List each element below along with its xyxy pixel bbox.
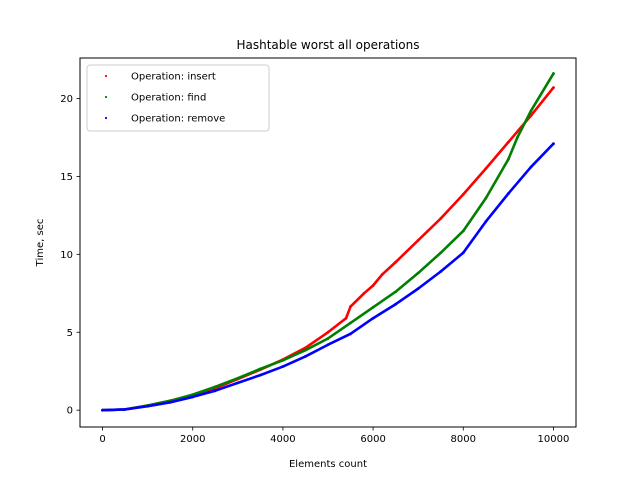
- legend-marker: [104, 116, 108, 120]
- data-point: [416, 271, 420, 275]
- data-point: [281, 358, 285, 362]
- data-point: [326, 330, 330, 334]
- x-tick-label: 0: [99, 434, 105, 445]
- legend-label: Operation: insert: [131, 72, 216, 83]
- data-point: [380, 273, 384, 277]
- data-point: [394, 260, 398, 264]
- data-point: [349, 305, 352, 308]
- chart-title: Hashtable worst all operations: [236, 38, 419, 52]
- data-point: [258, 373, 262, 377]
- data-point: [484, 220, 488, 224]
- data-point: [349, 332, 352, 336]
- data-point: [461, 192, 465, 196]
- data-point: [213, 385, 217, 389]
- series-trace: [101, 72, 555, 412]
- data-point: [439, 217, 443, 220]
- x-tick-label: 4000: [270, 434, 295, 445]
- data-point: [506, 157, 510, 161]
- data-point: [484, 196, 488, 200]
- data-point: [362, 291, 366, 295]
- y-tick-label: 20: [60, 94, 73, 105]
- data-point: [101, 408, 104, 412]
- legend: Operation: insert Operation: find Operatio…: [86, 64, 270, 132]
- data-point: [371, 316, 375, 320]
- y-tick-label: 10: [60, 250, 73, 261]
- y-tick-label: 15: [60, 172, 73, 183]
- data-point: [326, 337, 330, 340]
- data-point: [344, 316, 348, 320]
- data-point: [506, 192, 510, 195]
- data-point: [529, 165, 533, 169]
- legend-label: Operation: find: [131, 93, 206, 104]
- data-point: [529, 109, 533, 113]
- data-point: [191, 393, 195, 396]
- series-3: [101, 142, 555, 412]
- x-axis: 0 2000 4000 6000 8000 10000: [99, 427, 569, 445]
- data-point: [258, 367, 262, 371]
- data-point: [394, 290, 398, 294]
- data-point: [416, 287, 420, 291]
- x-axis-label: Elements count: [289, 459, 367, 470]
- x-tick-label: 10000: [538, 434, 570, 445]
- data-point: [281, 365, 285, 368]
- data-point: [484, 167, 488, 171]
- legend-marker: [104, 74, 108, 78]
- data-point: [439, 270, 443, 273]
- y-axis: 0 5 10 15 20: [60, 94, 80, 417]
- data-point: [394, 302, 398, 306]
- plot-frame: [79, 57, 577, 428]
- data-point: [416, 238, 420, 242]
- y-axis-label: Time, sec: [35, 219, 46, 268]
- legend-label: Operation: remove: [131, 114, 225, 125]
- data-point: [461, 251, 465, 255]
- data-point: [371, 284, 375, 287]
- data-point: [552, 142, 555, 146]
- data-point: [552, 72, 555, 75]
- data-layer: [101, 72, 555, 412]
- data-point: [191, 395, 195, 399]
- data-point: [552, 86, 555, 90]
- legend-box: [86, 64, 270, 132]
- y-tick-label: 5: [67, 328, 73, 339]
- data-point: [236, 381, 240, 385]
- data-point: [439, 251, 443, 255]
- y-tick-label: 0: [67, 406, 73, 417]
- x-tick-label: 6000: [360, 434, 385, 445]
- data-point: [213, 389, 217, 393]
- data-point: [304, 355, 307, 358]
- data-point: [506, 140, 510, 144]
- data-point: [371, 305, 375, 309]
- data-point: [146, 404, 150, 408]
- data-point: [304, 348, 307, 352]
- data-point: [461, 229, 465, 233]
- data-point: [236, 376, 240, 380]
- data-point: [515, 136, 519, 139]
- x-tick-label: 8000: [451, 434, 476, 445]
- data-point: [349, 321, 352, 325]
- data-point: [326, 343, 330, 347]
- legend-marker: [104, 95, 108, 99]
- x-tick-label: 2000: [180, 434, 205, 445]
- data-point: [168, 400, 172, 404]
- data-point: [123, 407, 127, 411]
